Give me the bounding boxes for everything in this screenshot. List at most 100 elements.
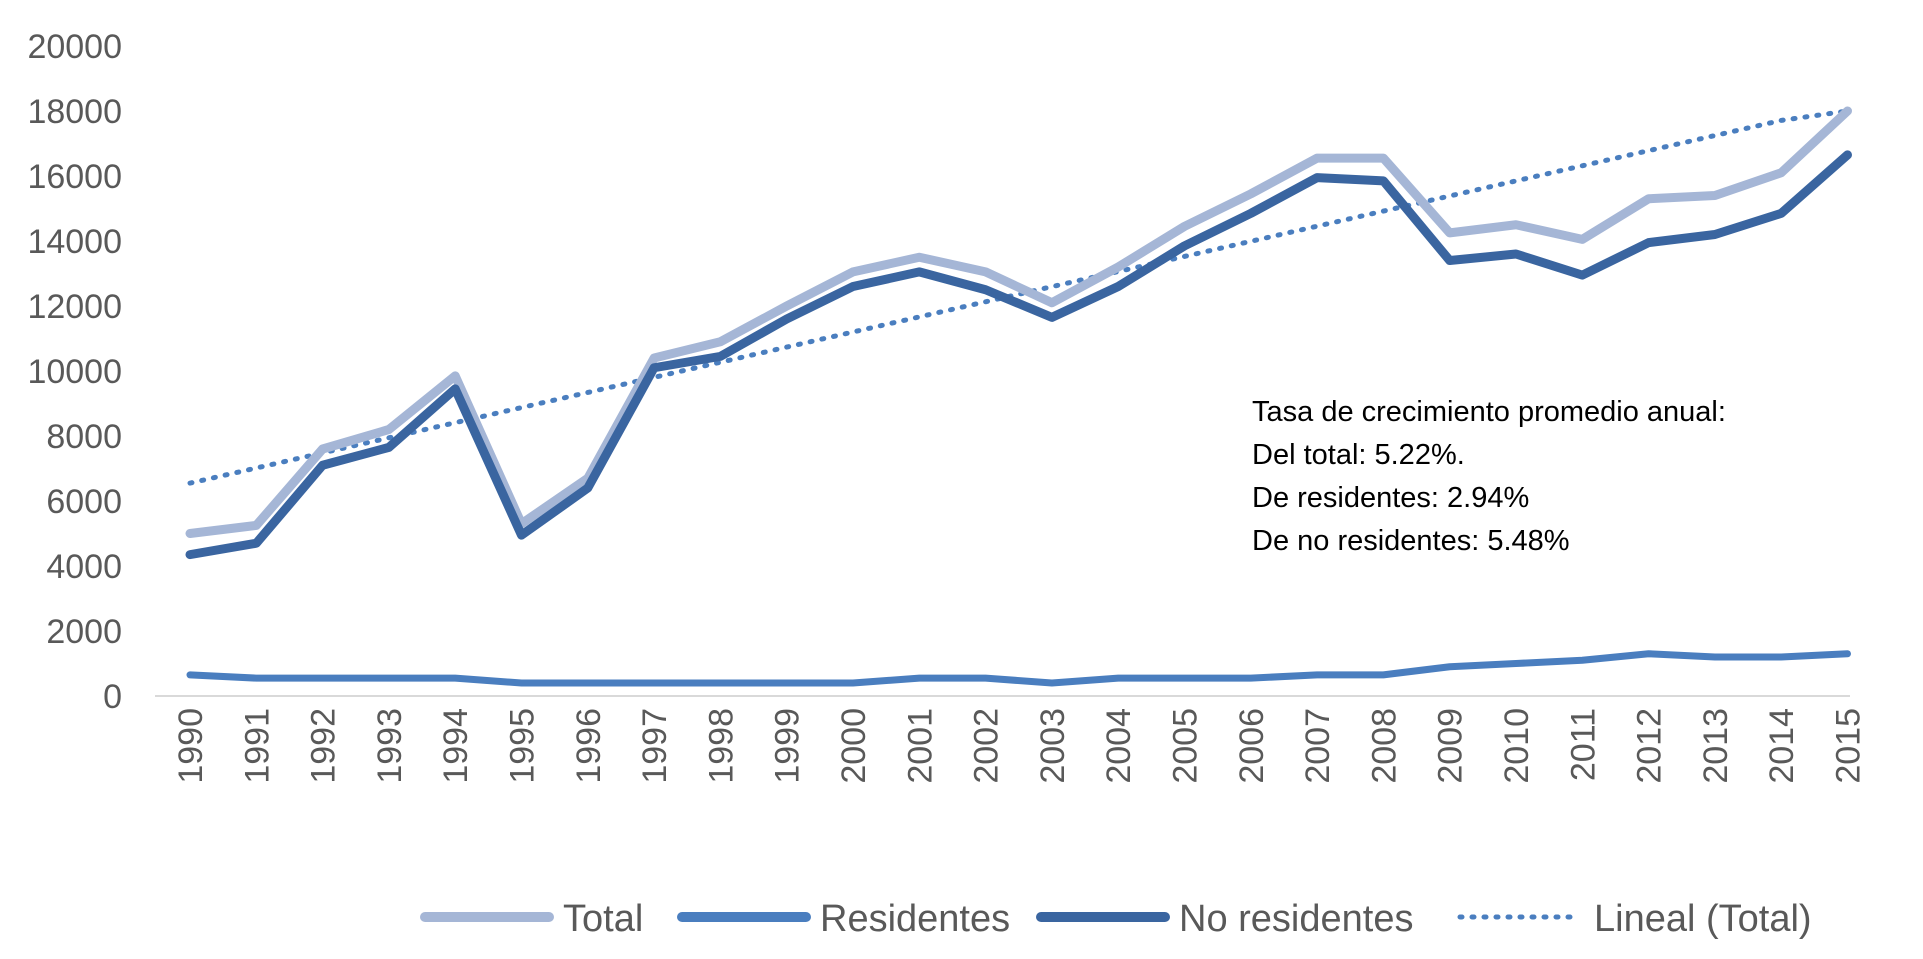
x-tick-label: 1997 (636, 708, 674, 784)
data-point-no-residentes (653, 366, 656, 369)
data-point-lineal-total (1515, 179, 1518, 182)
trendline-lineal-total (187, 108, 1850, 486)
data-point-lineal-total (1050, 285, 1053, 288)
data-point-total (1515, 223, 1518, 226)
y-tick-label: 2000 (46, 613, 122, 651)
data-point-residentes (1846, 652, 1849, 655)
data-point-residentes (852, 682, 855, 685)
data-point-lineal-total (1713, 134, 1716, 137)
legend-item-no-residentes: No residentes (1036, 898, 1413, 940)
x-tick-label: 2004 (1100, 708, 1138, 784)
data-point-total (653, 357, 656, 360)
data-point-no-residentes (1846, 153, 1849, 156)
data-point-lineal-total (255, 467, 258, 470)
legend-label: Lineal (Total) (1594, 898, 1812, 940)
x-tick-label: 2012 (1631, 708, 1669, 784)
data-point-residentes (520, 682, 523, 685)
annotation-line: De no residentes: 5.48% (1252, 525, 1570, 557)
data-point-total (387, 428, 390, 431)
x-tick-label: 1995 (504, 708, 542, 784)
data-point-lineal-total (387, 436, 390, 439)
x-tick-label: 2003 (1034, 708, 1072, 784)
series-line-residentes (186, 650, 1851, 687)
data-point-lineal-total (1581, 164, 1584, 167)
x-tick-label: 1992 (305, 708, 343, 784)
data-point-total (189, 532, 192, 535)
data-point-no-residentes (1316, 176, 1319, 179)
data-point-no-residentes (1515, 253, 1518, 256)
data-point-lineal-total (1382, 210, 1385, 213)
data-point-no-residentes (454, 387, 457, 390)
x-tick-label: 2010 (1498, 708, 1536, 784)
data-point-no-residentes (1183, 244, 1186, 247)
x-tick-label: 1991 (238, 708, 276, 784)
x-tick-label: 1994 (437, 708, 475, 784)
data-point-no-residentes (520, 534, 523, 537)
x-tick-label: 2013 (1697, 708, 1735, 784)
series-total (185, 106, 1852, 538)
data-point-no-residentes (1382, 179, 1385, 182)
legend-item-total: Total (420, 898, 643, 940)
data-point-residentes (1780, 656, 1783, 659)
x-tick-label: 2002 (968, 708, 1006, 784)
data-point-no-residentes (1581, 274, 1584, 277)
data-point-lineal-total (1448, 194, 1451, 197)
data-point-no-residentes (1050, 316, 1053, 319)
data-point-total (255, 524, 258, 527)
x-tick-label: 2007 (1299, 708, 1337, 784)
series-lineal-total (187, 108, 1850, 486)
data-point-residentes (918, 677, 921, 680)
x-tick-label: 1993 (371, 708, 409, 784)
data-point-total (1249, 192, 1252, 195)
data-point-total (1382, 157, 1385, 160)
data-point-no-residentes (719, 355, 722, 358)
data-point-no-residentes (1713, 233, 1716, 236)
annotation-line: De residentes: 2.94% (1252, 482, 1529, 514)
data-point-no-residentes (1780, 212, 1783, 215)
y-tick-label: 0 (103, 678, 122, 716)
data-point-total (1846, 110, 1849, 113)
data-point-lineal-total (918, 315, 921, 318)
data-point-residentes (1249, 677, 1252, 680)
data-point-residentes (984, 677, 987, 680)
legend-item-lineal-total: Lineal (Total) (1457, 898, 1812, 940)
data-point-lineal-total (454, 421, 457, 424)
data-point-total (1316, 157, 1319, 160)
data-point-residentes (1581, 659, 1584, 662)
data-point-total (984, 270, 987, 273)
data-point-lineal-total (1780, 119, 1783, 122)
data-point-lineal-total (719, 361, 722, 364)
x-axis-ticks: 1990 1991 1992 1993 1994 1995 1996 1997 1998 1999… (172, 708, 1868, 784)
data-point-no-residentes (1117, 285, 1120, 288)
annotation-line: Del total: 5.22%. (1252, 439, 1465, 471)
x-tick-label: 1999 (769, 708, 807, 784)
x-tick-label: 2006 (1233, 708, 1271, 784)
x-tick-label: 2014 (1763, 708, 1801, 784)
data-point-total (852, 270, 855, 273)
data-point-residentes (586, 682, 589, 685)
data-point-no-residentes (852, 285, 855, 288)
data-point-no-residentes (255, 542, 258, 545)
data-point-total (1647, 197, 1650, 200)
data-point-residentes (1448, 665, 1451, 668)
y-tick-label: 6000 (46, 483, 122, 521)
data-point-no-residentes (189, 553, 192, 556)
data-point-residentes (719, 682, 722, 685)
data-point-total (719, 340, 722, 343)
data-point-total (321, 448, 324, 451)
x-tick-label: 1996 (570, 708, 608, 784)
data-point-residentes (1713, 656, 1716, 659)
data-point-residentes (1316, 673, 1319, 676)
data-point-residentes (653, 682, 656, 685)
x-tick-label: 2001 (901, 708, 939, 784)
data-point-lineal-total (189, 482, 192, 485)
data-point-total (785, 305, 788, 308)
data-point-lineal-total (1249, 240, 1252, 243)
data-point-lineal-total (785, 346, 788, 349)
data-point-total (454, 374, 457, 377)
data-point-total (918, 256, 921, 259)
data-point-residentes (1183, 677, 1186, 680)
y-tick-label: 16000 (27, 158, 122, 196)
data-point-residentes (321, 677, 324, 680)
y-tick-label: 18000 (27, 93, 122, 131)
